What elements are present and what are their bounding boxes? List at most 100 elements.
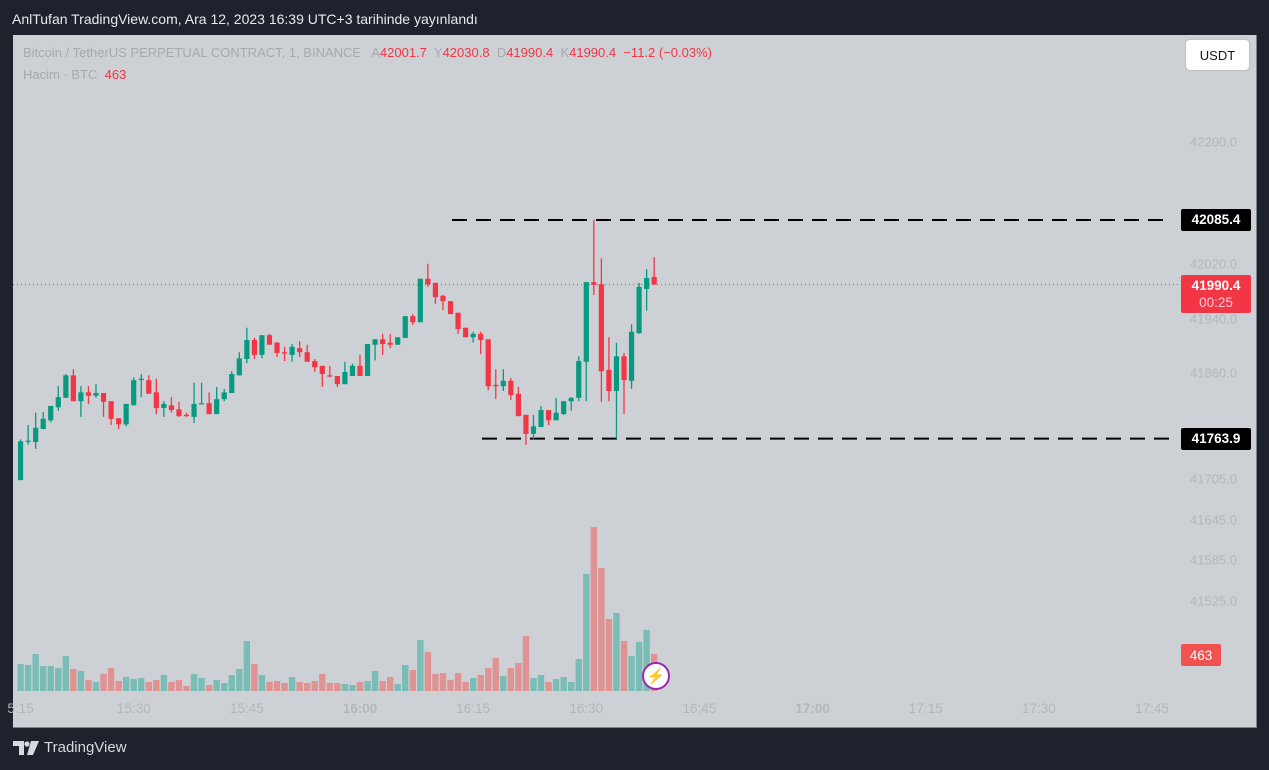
volume-bar [349, 685, 356, 691]
volume-bar [296, 681, 303, 691]
candle-body[interactable] [168, 405, 175, 411]
candle-body[interactable] [515, 393, 522, 417]
candle-body[interactable] [40, 418, 46, 430]
candle-body[interactable] [402, 316, 408, 338]
candle-body[interactable] [289, 346, 295, 355]
candle-body[interactable] [78, 392, 84, 402]
candle-body[interactable] [281, 352, 288, 354]
candle-body[interactable] [417, 278, 423, 323]
candle-body[interactable] [259, 335, 265, 355]
candle-body[interactable] [613, 356, 620, 391]
candle-body[interactable] [447, 301, 454, 315]
candle-body[interactable] [568, 397, 574, 402]
candle-body[interactable] [425, 278, 431, 285]
volume-bar [605, 619, 613, 691]
candle-body[interactable] [206, 403, 212, 415]
candle-body[interactable] [100, 393, 107, 402]
candle-body[interactable] [33, 427, 39, 443]
candle-body[interactable] [229, 373, 235, 394]
candle-body[interactable] [432, 282, 439, 298]
candle-body[interactable] [591, 282, 597, 285]
candle-body[interactable] [621, 356, 627, 381]
time-axis-label: 17:00 [795, 701, 830, 716]
candle-body[interactable] [191, 403, 197, 417]
candle-body[interactable] [214, 399, 220, 415]
candle-body[interactable] [244, 339, 250, 360]
candle-body[interactable] [221, 392, 227, 400]
candle-body[interactable] [440, 295, 446, 302]
candle-body[interactable] [274, 342, 280, 353]
candle-body[interactable] [523, 414, 529, 434]
candle-body[interactable] [304, 352, 310, 362]
candle-body[interactable] [236, 358, 242, 376]
candle-body[interactable] [380, 339, 386, 345]
candle-body[interactable] [93, 393, 99, 396]
volume-bars [17, 527, 658, 691]
candle-body[interactable] [183, 414, 190, 417]
candle-body[interactable] [463, 327, 469, 338]
volume-bar [243, 641, 251, 691]
candle-body[interactable] [138, 378, 144, 381]
candle-body[interactable] [470, 333, 476, 338]
candle-body[interactable] [161, 403, 167, 408]
candle-body[interactable] [25, 440, 31, 442]
candle-body[interactable] [108, 401, 114, 419]
candle-body[interactable] [493, 384, 499, 387]
candle-body[interactable] [349, 365, 356, 377]
candle-body[interactable] [651, 276, 657, 285]
candle-body[interactable] [545, 410, 552, 421]
candle-body[interactable] [153, 392, 159, 408]
candle-body[interactable] [538, 410, 544, 428]
candle-body[interactable] [530, 426, 537, 434]
candle-body[interactable] [628, 331, 635, 381]
candle-body[interactable] [372, 339, 378, 345]
candle-body[interactable] [116, 418, 122, 425]
candle-body[interactable] [334, 376, 340, 385]
candle-body[interactable] [508, 380, 514, 396]
candle-body[interactable] [478, 333, 484, 340]
candle-body[interactable] [327, 375, 333, 377]
candle-body[interactable] [123, 403, 129, 425]
candle-body[interactable] [576, 361, 582, 398]
currency-button[interactable]: USDT [1186, 40, 1249, 70]
candle-body[interactable] [606, 369, 612, 391]
open-label: A [371, 45, 380, 60]
candle-body[interactable] [598, 284, 604, 372]
candle-body[interactable] [146, 380, 152, 394]
candle-body[interactable] [644, 278, 650, 289]
candle-body[interactable] [455, 312, 461, 330]
lightning-icon[interactable]: ⚡ [642, 662, 670, 690]
candle-body[interactable] [17, 441, 24, 481]
candle-body[interactable] [500, 380, 506, 387]
chart-panel[interactable] [13, 35, 1257, 728]
candle-body[interactable] [198, 403, 205, 405]
candle-body[interactable] [410, 316, 416, 323]
candle-body[interactable] [342, 371, 348, 385]
candle-body[interactable] [63, 375, 69, 398]
candle-body[interactable] [553, 412, 559, 421]
candle-body[interactable] [561, 401, 567, 415]
candle-body[interactable] [251, 339, 257, 355]
candle-body[interactable] [357, 365, 363, 377]
candle-body[interactable] [319, 365, 325, 374]
tradingview-logo[interactable]: TradingView [13, 739, 127, 756]
candle-body[interactable] [364, 344, 371, 377]
volume-bar [213, 679, 220, 691]
candle-body[interactable] [297, 348, 303, 353]
candle-body[interactable] [55, 397, 61, 408]
candle-body[interactable] [636, 286, 642, 334]
candle-body[interactable] [85, 392, 92, 396]
candle-body[interactable] [387, 342, 393, 345]
candle-body[interactable] [485, 339, 491, 387]
candle-body[interactable] [266, 335, 273, 345]
candle-body[interactable] [70, 375, 76, 402]
candle-body[interactable] [583, 282, 589, 362]
volume-bar [92, 681, 100, 691]
candle-body[interactable] [312, 361, 318, 368]
volume-bar [70, 669, 77, 691]
candle-body[interactable] [395, 337, 401, 345]
candle-body[interactable] [48, 405, 54, 421]
candle-body[interactable] [131, 380, 137, 406]
candle-body[interactable] [176, 409, 182, 417]
